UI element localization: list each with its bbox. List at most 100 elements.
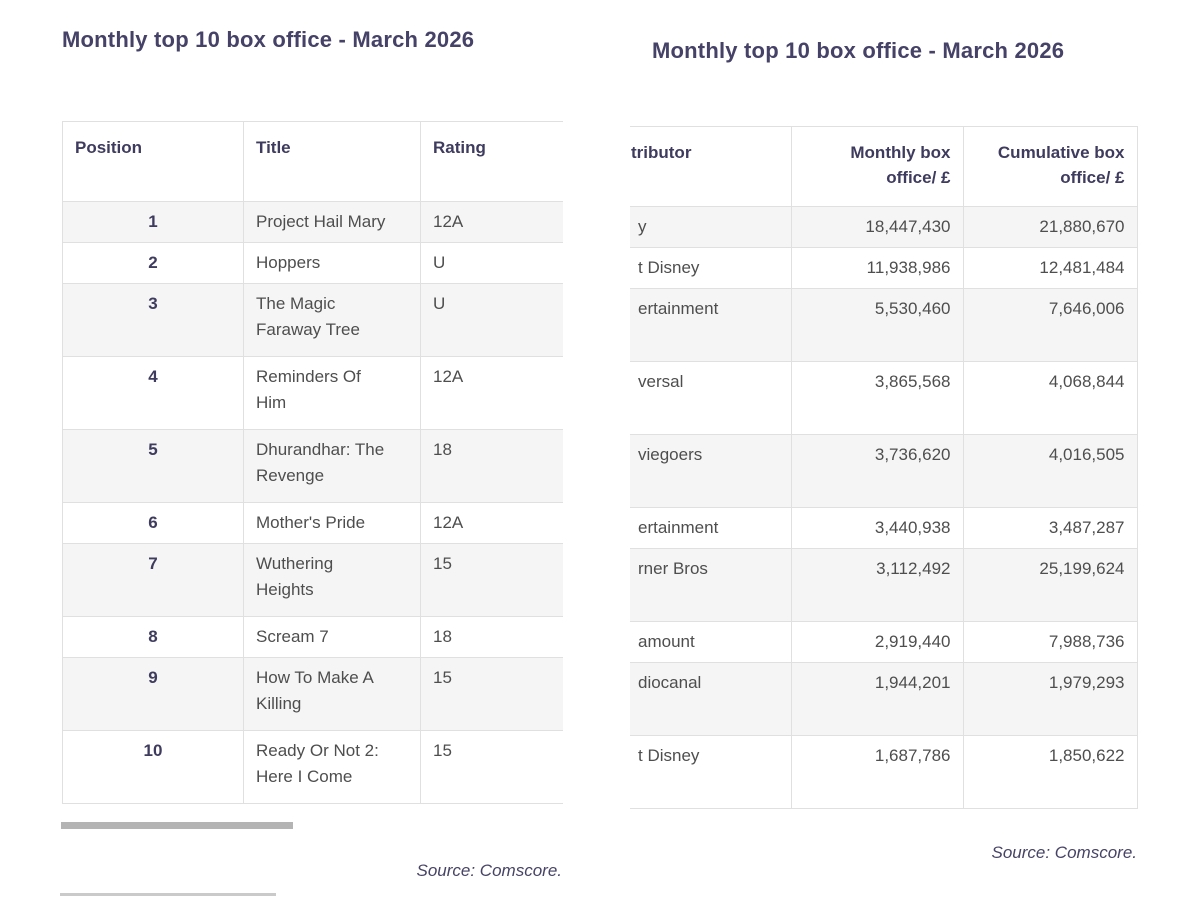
cumulative-box-office-cell: 4,068,844 [962,361,1138,435]
monthly-box-office-cell: 2,919,440 [790,621,964,663]
distributor-cell: t Disney [630,247,792,289]
distributor-cell: diocanal [630,662,792,736]
title-cell: Scream 7 [243,616,421,658]
table-row: 10 Ready Or Not 2: Here I Come 15 [62,730,563,804]
rating-cell: 15 [420,730,563,804]
table-row: amount 2,919,440 7,988,736 [630,621,1138,663]
title-cell: The Magic Faraway Tree [243,283,421,357]
monthly-box-office-cell: 18,447,430 [790,206,964,248]
distributor-cell: ertainment [630,288,792,362]
table-row: diocanal 1,944,201 1,979,293 [630,662,1138,736]
monthly-box-office-cell: 1,944,201 [790,662,964,736]
table-row: viegoers 3,736,620 4,016,505 [630,434,1138,508]
cumulative-box-office-cell: 7,988,736 [962,621,1138,663]
position-cell: 4 [62,356,244,430]
monthly-box-office-cell: 11,938,986 [790,247,964,289]
rating-cell: 15 [420,657,563,731]
cumulative-box-office-cell: 12,481,484 [962,247,1138,289]
position-cell: 6 [62,502,244,544]
position-cell: 2 [62,242,244,284]
rating-cell: 12A [420,502,563,544]
horizontal-scrollbar-thumb[interactable] [61,822,293,829]
rating-cell: U [420,242,563,284]
header-row: Position Title Rating [62,121,563,202]
column-header-position: Position [62,121,244,202]
table-row: 9 How To Make A Killing 15 [62,657,563,731]
left-table-title: Monthly top 10 box office - March 2026 [62,27,475,52]
title-cell: Wuthering Heights [243,543,421,617]
title-cell: Mother's Pride [243,502,421,544]
rating-cell: U [420,283,563,357]
position-cell: 10 [62,730,244,804]
monthly-box-office-cell: 1,687,786 [790,735,964,809]
column-header-distributor: tributor [630,126,792,207]
cumulative-box-office-cell: 1,850,622 [962,735,1138,809]
table-row: ertainment 5,530,460 7,646,006 [630,288,1138,362]
rating-cell: 15 [420,543,563,617]
table-row: rner Bros 3,112,492 25,199,624 [630,548,1138,622]
table-row: 6 Mother's Pride 12A [62,502,563,544]
monthly-box-office-cell: 5,530,460 [790,288,964,362]
cumulative-box-office-cell: 25,199,624 [962,548,1138,622]
table-row: versal 3,865,568 4,068,844 [630,361,1138,435]
column-header-rating: Rating [420,121,563,202]
column-header-monthly-box-office: Monthly box office/ £ [790,126,964,207]
table-row: t Disney 1,687,786 1,850,622 [630,735,1138,809]
distributor-cell: rner Bros [630,548,792,622]
left-source-note: Source: Comscore. [416,861,563,880]
distributor-cell: viegoers [630,434,792,508]
cumulative-box-office-cell: 7,646,006 [962,288,1138,362]
table-row: 7 Wuthering Heights 15 [62,543,563,617]
right-table: tributor Monthly box office/ £ Cumulativ… [630,126,1138,809]
table-row: 3 The Magic Faraway Tree U [62,283,563,357]
monthly-box-office-cell: 3,112,492 [790,548,964,622]
column-header-title: Title [243,121,421,202]
table-row: 2 Hoppers U [62,242,563,284]
position-cell: 3 [62,283,244,357]
right-source-note: Source: Comscore. [991,843,1138,862]
monthly-box-office-cell: 3,865,568 [790,361,964,435]
right-table-scroll-container[interactable]: tributor Monthly box office/ £ Cumulativ… [630,126,1138,809]
rating-cell: 18 [420,429,563,503]
distributor-cell: t Disney [630,735,792,809]
table-row: ertainment 3,440,938 3,487,287 [630,507,1138,549]
table-row: 8 Scream 7 18 [62,616,563,658]
monthly-box-office-cell: 3,440,938 [790,507,964,549]
left-table: Position Title Rating 1 Project Hail Mary… [62,121,563,804]
table-row: t Disney 11,938,986 12,481,484 [630,247,1138,289]
table-row: 1 Project Hail Mary 12A [62,201,563,243]
rating-cell: 12A [420,201,563,243]
title-cell: Ready Or Not 2: Here I Come [243,730,421,804]
left-table-body: 1 Project Hail Mary 12A 2 Hoppers U 3 The Magic… [62,201,563,804]
cumulative-box-office-cell: 1,979,293 [962,662,1138,736]
position-cell: 1 [62,201,244,243]
table-row: 5 Dhurandhar: The Revenge 18 [62,429,563,503]
table-row: y 18,447,430 21,880,670 [630,206,1138,248]
title-cell: Reminders Of Him [243,356,421,430]
distributor-cell: ertainment [630,507,792,549]
right-table-body: y 18,447,430 21,880,670 t Disney 11,938,986 1… [630,206,1138,809]
monthly-box-office-cell: 3,736,620 [790,434,964,508]
rating-cell: 18 [420,616,563,658]
title-cell: How To Make A Killing [243,657,421,731]
position-cell: 8 [62,616,244,658]
title-cell: Project Hail Mary [243,201,421,243]
distributor-cell: versal [630,361,792,435]
title-cell: Dhurandhar: The Revenge [243,429,421,503]
left-table-scroll-container[interactable]: Position Title Rating 1 Project Hail Mary… [62,121,563,804]
bottom-divider-line [60,893,276,896]
position-cell: 9 [62,657,244,731]
position-cell: 5 [62,429,244,503]
title-cell: Hoppers [243,242,421,284]
position-cell: 7 [62,543,244,617]
cumulative-box-office-cell: 4,016,505 [962,434,1138,508]
distributor-cell: amount [630,621,792,663]
rating-cell: 12A [420,356,563,430]
right-table-title: Monthly top 10 box office - March 2026 [652,38,1065,63]
table-row: 4 Reminders Of Him 12A [62,356,563,430]
column-header-cumulative-box-office: Cumulative box office/ £ [962,126,1138,207]
header-row: tributor Monthly box office/ £ Cumulativ… [630,126,1138,207]
cumulative-box-office-cell: 3,487,287 [962,507,1138,549]
cumulative-box-office-cell: 21,880,670 [962,206,1138,248]
